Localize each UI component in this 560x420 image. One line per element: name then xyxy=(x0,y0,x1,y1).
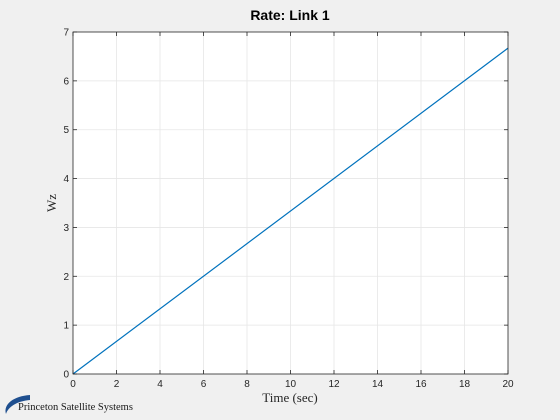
x-tick-label: 18 xyxy=(459,379,471,390)
x-tick-label: 2 xyxy=(114,379,120,390)
x-tick-label: 4 xyxy=(157,379,163,390)
x-axis-label: Time (sec) xyxy=(262,390,318,405)
x-tick-label: 14 xyxy=(372,379,384,390)
y-tick-label: 4 xyxy=(63,174,69,185)
x-tick-label: 0 xyxy=(70,379,76,390)
x-tick-label: 16 xyxy=(415,379,427,390)
logo-swoosh-icon xyxy=(5,395,30,414)
y-tick-label: 2 xyxy=(63,272,69,283)
y-axis-label: Wz xyxy=(44,194,59,212)
series-group xyxy=(72,47,509,375)
y-tick-label: 7 xyxy=(63,28,69,39)
x-tick-label: 20 xyxy=(502,379,514,390)
x-tick-label: 6 xyxy=(201,379,207,390)
chart-title: Rate: Link 1 xyxy=(250,7,330,23)
x-tick-label: 12 xyxy=(328,379,340,390)
x-tick-label: 10 xyxy=(285,379,297,390)
y-tick-label: 1 xyxy=(63,321,69,332)
grid xyxy=(73,32,508,374)
y-tick-label: 0 xyxy=(63,370,69,381)
series-line xyxy=(72,47,509,375)
y-tick-label: 6 xyxy=(63,76,69,87)
x-tick-label: 8 xyxy=(244,379,250,390)
y-tick-label: 5 xyxy=(63,125,69,136)
company-logo: Princeton Satellite Systems xyxy=(5,395,133,414)
logo-text: Princeton Satellite Systems xyxy=(18,402,133,413)
y-tick-label: 3 xyxy=(63,223,69,234)
